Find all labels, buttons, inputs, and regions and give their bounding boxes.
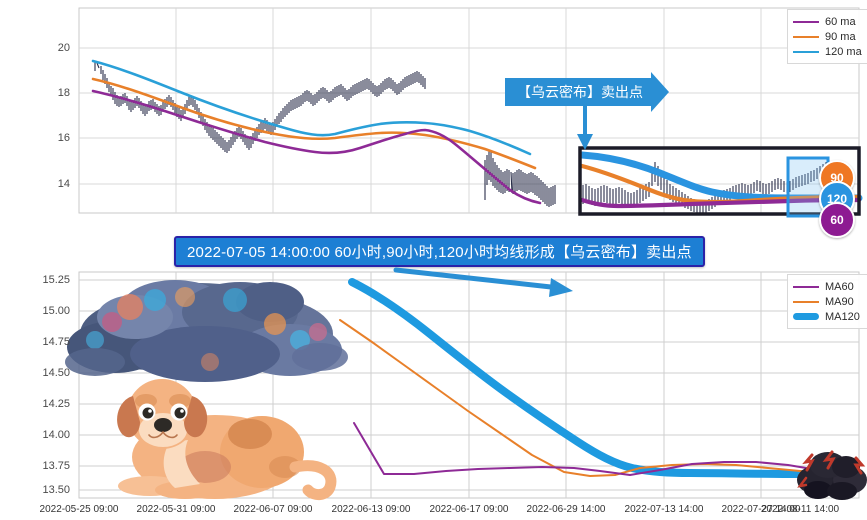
legend-item-120ma[interactable]: 120 ma xyxy=(793,44,862,59)
xtick-0: 2022-05-25 09:00 xyxy=(39,504,119,515)
xtick-1: 2022-05-31 09:00 xyxy=(136,504,216,515)
legend-label-60ma: 60 ma xyxy=(825,15,856,28)
top-ytick-16: 16 xyxy=(57,132,70,144)
legend-item-90ma[interactable]: 90 ma xyxy=(793,29,862,44)
top-chart-svg xyxy=(78,7,863,218)
signal-banner-text: 2022-07-05 14:00:00 60小时,90小时,120小时均线形成【… xyxy=(187,244,692,261)
top-chart-legend: 60 ma 90 ma 120 ma xyxy=(787,9,867,64)
legend-label-120ma: 120 ma xyxy=(825,45,862,58)
sell-point-callout[interactable]: 【乌云密布】卖出点 xyxy=(505,78,653,106)
bottom-ytick-1475: 14.75 xyxy=(42,336,70,348)
top-ma90-line-thin xyxy=(91,77,537,170)
legend-swatch-90ma xyxy=(793,35,819,38)
bottom-ytick-1375: 13.75 xyxy=(42,460,70,472)
legend-swatch-ma90 xyxy=(793,300,819,303)
legend-swatch-ma60 xyxy=(793,285,819,288)
legend-item-60ma[interactable]: 60 ma xyxy=(793,14,862,29)
bottom-ytick-1450: 14.50 xyxy=(42,367,70,379)
top-ma60-line-thick xyxy=(579,197,862,209)
badge-ma60[interactable]: 60 xyxy=(819,202,855,238)
bottom-ma60-line xyxy=(353,422,860,476)
trend-down-arrow xyxy=(393,267,573,297)
badge-ma60-label: 60 xyxy=(830,213,844,227)
dark-cloud-illustration xyxy=(65,280,348,382)
sell-point-callout-arrowhead xyxy=(651,72,669,112)
bottom-ytick-1500: 15.00 xyxy=(42,305,70,317)
bottom-ytick-1425: 14.25 xyxy=(42,398,70,410)
legend-swatch-ma120 xyxy=(793,313,819,320)
signal-banner[interactable]: 2022-07-05 14:00:00 60小时,90小时,120小时均线形成【… xyxy=(174,236,705,267)
storm-cloud-lightning-illustration xyxy=(797,450,867,500)
legend-item-ma120[interactable]: MA120 xyxy=(793,309,860,324)
bottom-chart-legend: MA60 MA90 MA120 xyxy=(787,274,867,329)
bottom-ytick-1350: 13.50 xyxy=(42,484,70,496)
top-ma90-line-thick xyxy=(579,163,862,205)
bottom-ma120-line xyxy=(348,278,863,478)
legend-label-ma120: MA120 xyxy=(825,310,860,323)
dog-illustration xyxy=(117,379,337,500)
xtick-2: 2022-06-07 09:00 xyxy=(233,504,313,515)
legend-swatch-60ma xyxy=(793,20,819,23)
bottom-chart-svg xyxy=(65,267,867,500)
xtick-6: 2022-07-13 14:00 xyxy=(624,504,704,515)
top-ytick-20: 20 xyxy=(57,42,70,54)
top-ma60-line-thin xyxy=(91,89,542,205)
rectangle-highlight xyxy=(578,146,861,216)
bottom-ma-panel: 15.25 15.00 14.75 14.50 14.25 14.00 13.7… xyxy=(0,262,867,520)
bottom-ytick-1525: 15.25 xyxy=(42,274,70,286)
xtick-8: 2022-08-11 14:00 xyxy=(760,504,840,515)
bottom-ytick-1400: 14.00 xyxy=(42,429,70,441)
top-candlestick-panel: 20 18 16 14 60 ma 90 ma 120 ma 【乌云密布】卖出点 xyxy=(0,0,867,238)
legend-label-ma60: MA60 xyxy=(825,280,854,293)
top-ytick-18: 18 xyxy=(57,87,70,99)
legend-label-ma90: MA90 xyxy=(825,295,854,308)
top-ytick-14: 14 xyxy=(57,178,70,190)
bottom-ma90-line xyxy=(339,319,860,477)
xtick-3: 2022-06-13 09:00 xyxy=(331,504,411,515)
top-ma120-line-thin xyxy=(91,59,532,156)
sell-point-callout-label: 【乌云密布】卖出点 xyxy=(517,84,643,100)
xtick-4: 2022-06-17 09:00 xyxy=(429,504,509,515)
legend-item-ma60[interactable]: MA60 xyxy=(793,279,860,294)
xtick-7: 2022-07-27 14:00 xyxy=(721,504,801,515)
legend-swatch-120ma xyxy=(793,50,819,53)
xtick-5: 2022-06-29 14:00 xyxy=(526,504,606,515)
legend-label-90ma: 90 ma xyxy=(825,30,856,43)
callout-down-arrow xyxy=(577,106,593,150)
legend-item-ma90[interactable]: MA90 xyxy=(793,294,860,309)
